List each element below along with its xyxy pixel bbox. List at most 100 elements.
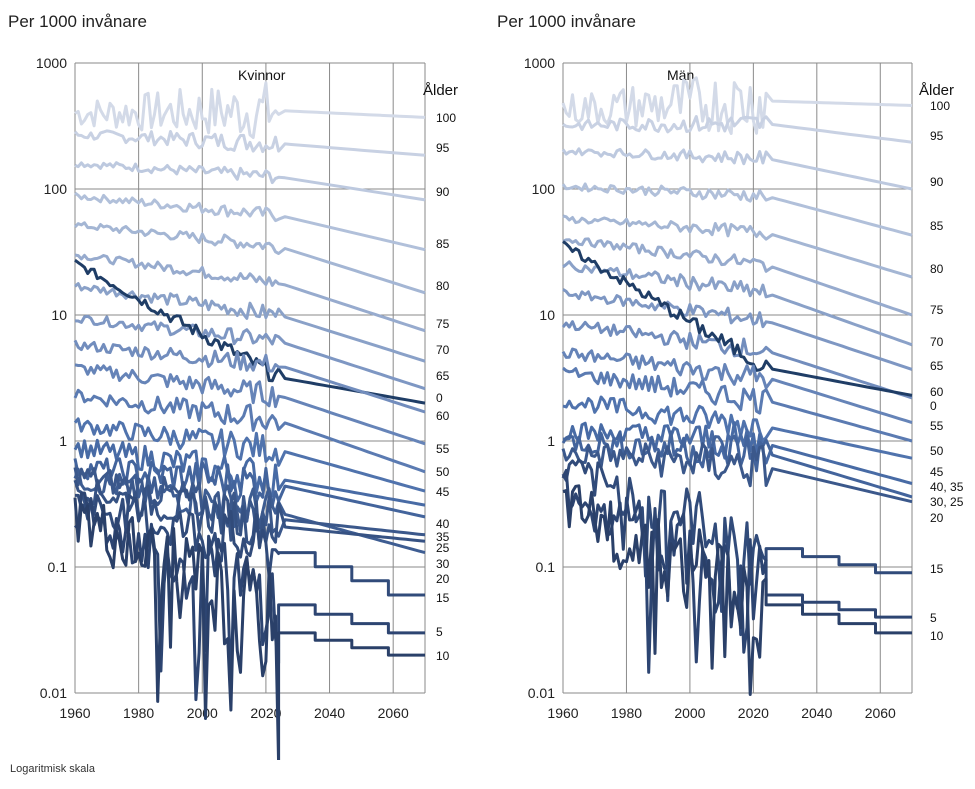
- y-tick-label: 100: [44, 181, 68, 197]
- series-line-age-40-35: [562, 421, 913, 485]
- series-line-age-70: [562, 260, 913, 347]
- panel-kvinnor: 1960 1980 2000 2020 2040 20600.010.1110100100…: [8, 12, 458, 760]
- age-label: 35: [436, 530, 450, 544]
- age-label: 90: [930, 175, 944, 189]
- age-label: 0: [436, 391, 443, 405]
- age-label: 90: [436, 185, 450, 199]
- age-legend-title: Ålder: [919, 82, 954, 99]
- series-line-age-5: [561, 468, 912, 674]
- age-label: 85: [930, 219, 944, 233]
- x-tick-label: 2040: [801, 705, 832, 721]
- age-label: 15: [436, 591, 450, 605]
- series-line-age-75: [74, 253, 426, 333]
- y-tick-label: 1: [547, 433, 555, 449]
- age-label: 45: [436, 485, 450, 499]
- series-line-age-85: [74, 191, 426, 252]
- y-tick-label: 0.1: [536, 559, 556, 575]
- age-label: 0: [930, 399, 937, 413]
- series-line-age-10: [562, 484, 912, 696]
- age-label: 40, 35: [930, 480, 964, 494]
- y-tick-label: 1000: [36, 55, 67, 71]
- age-label: 55: [930, 419, 944, 433]
- age-label: 85: [436, 237, 450, 251]
- series-line-age-70: [74, 282, 426, 363]
- x-tick-label: 1980: [611, 705, 642, 721]
- age-label: 20: [930, 511, 944, 525]
- series-line-age-60: [561, 320, 913, 400]
- age-label: 30: [436, 557, 450, 571]
- footnote: Logaritmisk skala: [10, 763, 95, 775]
- age-label: 65: [436, 369, 450, 383]
- x-tick-label: 2000: [187, 705, 218, 721]
- age-label: 100: [930, 99, 950, 113]
- x-tick-label: 2020: [738, 705, 769, 721]
- series-line-age-60: [73, 339, 426, 414]
- age-label: 15: [930, 562, 944, 576]
- x-tick-label: 1960: [59, 705, 90, 721]
- age-label: 70: [930, 335, 944, 349]
- age-label: 40: [436, 517, 450, 531]
- y-tick-label: 10: [539, 307, 555, 323]
- series-line-age-85: [561, 182, 913, 237]
- series-line-age-90: [561, 147, 913, 191]
- age-label: 45: [930, 465, 944, 479]
- age-label: 80: [436, 279, 450, 293]
- series-line-age-80: [562, 214, 913, 279]
- age-label: 95: [436, 141, 450, 155]
- age-label: 70: [436, 343, 450, 357]
- age-label: 60: [930, 385, 944, 399]
- age-label: 5: [930, 611, 937, 625]
- age-label: 50: [436, 465, 450, 479]
- y-tick-label: 0.01: [40, 685, 67, 701]
- x-tick-label: 1980: [123, 705, 154, 721]
- x-tick-label: 2060: [865, 705, 896, 721]
- series-line-age-55: [74, 363, 426, 446]
- series-line-age-35: [73, 457, 426, 519]
- x-tick-label: 1960: [547, 705, 578, 721]
- series-line-age-45: [562, 395, 913, 460]
- series-line-age-75: [562, 237, 913, 317]
- y-tick-label: 1: [59, 433, 67, 449]
- x-tick-label: 2020: [250, 705, 281, 721]
- y-tick-label: 0.1: [48, 559, 68, 575]
- series-line-age-55: [561, 347, 913, 425]
- age-label: 55: [436, 442, 450, 456]
- series-line-age-50: [73, 388, 426, 474]
- series-line-age-100: [74, 81, 426, 139]
- panel-title: Kvinnor: [238, 67, 286, 83]
- y-axis-title: Per 1000 invånare: [497, 12, 636, 31]
- age-label: 50: [930, 444, 944, 458]
- y-tick-label: 0.01: [528, 685, 555, 701]
- y-axis-title: Per 1000 invånare: [8, 12, 147, 31]
- x-tick-label: 2000: [674, 705, 705, 721]
- age-label: 20: [436, 572, 450, 586]
- x-tick-label: 2040: [314, 705, 345, 721]
- series-line-age-45: [73, 417, 426, 493]
- age-label: 80: [930, 262, 944, 276]
- age-label: 25: [436, 541, 450, 555]
- series-line-age-15: [561, 458, 912, 637]
- series-line-age-15: [75, 493, 425, 597]
- age-label: 65: [930, 359, 944, 373]
- age-label: 60: [436, 409, 450, 423]
- y-tick-label: 10: [51, 307, 67, 323]
- series-line-age-40: [73, 438, 426, 507]
- series-line-age-80: [73, 221, 426, 295]
- series-line-age-10: [73, 497, 425, 760]
- series-line-age-0: [562, 240, 913, 397]
- panel-man: 1960 1980 2000 2020 2040 20600.010.1110100100…: [497, 12, 964, 721]
- panel-title: Män: [667, 67, 694, 83]
- series-line-age-100: [561, 76, 913, 135]
- y-tick-label: 100: [532, 181, 556, 197]
- mortality-chart: 1960 1980 2000 2020 2040 20600.010.1110100100…: [8, 12, 964, 760]
- age-label: 100: [436, 111, 456, 125]
- series-line-age-95: [562, 115, 913, 144]
- y-tick-label: 1000: [524, 55, 555, 71]
- series-line-age-20: [561, 442, 913, 504]
- age-label: 75: [930, 303, 944, 317]
- age-label: 10: [930, 629, 944, 643]
- age-legend-title: Ålder: [423, 82, 458, 99]
- x-tick-label: 2060: [378, 705, 409, 721]
- age-label: 30, 25: [930, 495, 964, 509]
- series-line-age-20: [73, 478, 426, 550]
